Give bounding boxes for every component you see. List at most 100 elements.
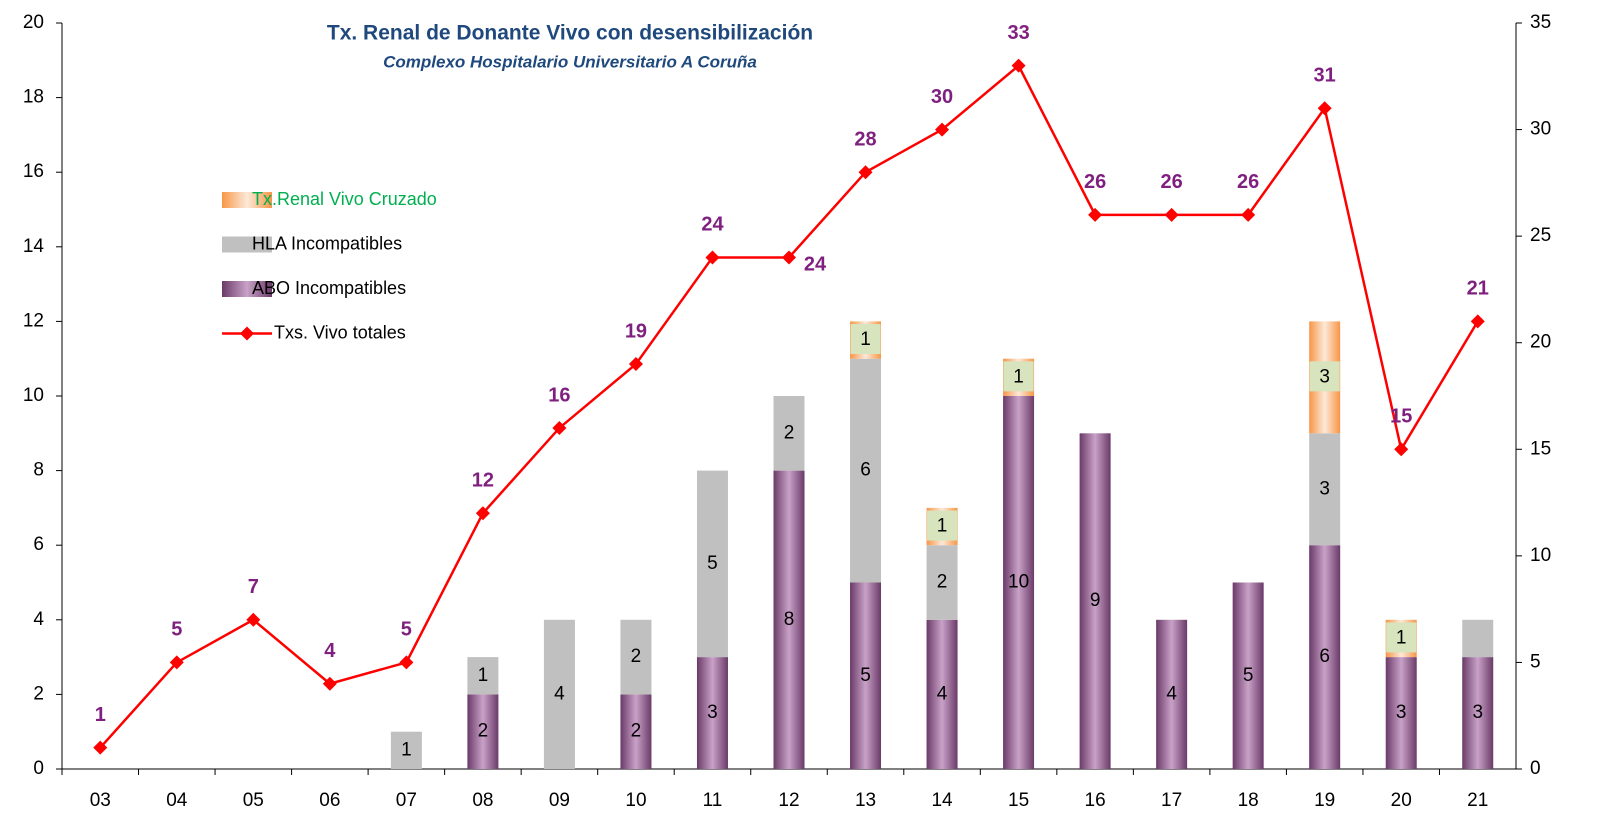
data-label: 3 (1472, 702, 1483, 723)
y-tick-label: 18 (23, 87, 44, 108)
data-label: 26 (1237, 171, 1259, 193)
marker (1317, 101, 1332, 116)
data-label: 8 (784, 609, 795, 630)
data-label: 10 (1008, 572, 1029, 593)
data-label: 28 (854, 128, 876, 150)
x-tick-label: 20 (1391, 790, 1412, 811)
y2-tick-label: 0 (1530, 758, 1541, 779)
data-label: 12 (472, 470, 494, 492)
x-tick-label: 12 (778, 790, 799, 811)
data-label: 15 (1390, 406, 1412, 428)
data-label: 3 (1319, 478, 1330, 499)
marker (858, 165, 873, 180)
bar-segment (1462, 657, 1494, 769)
bar-segment (1156, 619, 1188, 769)
y2-tick-label: 15 (1530, 438, 1551, 459)
data-label: 1 (401, 739, 412, 760)
y-tick-label: 6 (33, 534, 44, 555)
bar-segment (696, 470, 728, 658)
marker (1470, 314, 1485, 329)
data-label: 31 (1314, 65, 1336, 87)
bar-segment (620, 619, 652, 695)
marker (169, 655, 184, 670)
label-box (1386, 622, 1417, 653)
bar-segment (467, 694, 499, 769)
legend-label: Txs. Vivo totales (274, 322, 406, 342)
bar-segment (926, 545, 958, 620)
bar-segment (543, 619, 575, 769)
y-tick-label: 0 (33, 758, 44, 779)
data-label: 21 (1467, 278, 1489, 300)
bar-segment (1003, 396, 1035, 769)
data-label: 2 (631, 721, 642, 742)
y-tick-label: 2 (33, 683, 44, 704)
y-tick-label: 12 (23, 310, 44, 331)
y-tick-label: 20 (23, 12, 44, 33)
data-label: 5 (171, 619, 182, 641)
x-tick-label: 13 (855, 790, 876, 811)
legend-label: Tx.Renal Vivo Cruzado (252, 189, 437, 209)
label-box (927, 510, 958, 541)
marker (628, 357, 643, 372)
legend-swatch (222, 236, 272, 253)
bar-segment (850, 358, 882, 583)
x-tick-label: 03 (90, 790, 111, 811)
marker (475, 506, 490, 521)
y2-tick-label: 35 (1530, 12, 1551, 33)
chart-subtitle: Complexo Hospitalario Universitario A Co… (383, 52, 757, 71)
x-tick-label: 19 (1314, 790, 1335, 811)
bar-segment (1462, 619, 1494, 658)
bar-segment (926, 619, 958, 769)
data-label: 1 (1396, 627, 1407, 648)
marker (1011, 58, 1026, 73)
data-label: 24 (804, 254, 827, 276)
x-tick-label: 18 (1238, 790, 1259, 811)
data-label: 1 (478, 665, 489, 686)
data-label: 5 (401, 619, 412, 641)
x-tick-label: 11 (703, 790, 723, 811)
data-label: 4 (1166, 683, 1177, 704)
marker (399, 655, 414, 670)
data-label: 5 (1243, 665, 1254, 686)
data-label: 19 (625, 320, 647, 342)
marker (705, 250, 720, 265)
y2-tick-label: 25 (1530, 225, 1551, 246)
marker (1394, 442, 1409, 457)
data-label: 4 (554, 683, 565, 704)
y-tick-label: 10 (23, 385, 44, 406)
x-tick-label: 05 (243, 790, 264, 811)
data-label: 33 (1007, 22, 1029, 44)
bar-segment (390, 731, 422, 769)
legend-label: HLA Incompatibles (252, 233, 402, 253)
data-label: 24 (701, 214, 724, 236)
x-tick-label: 15 (1008, 790, 1029, 811)
chart-title: Tx. Renal de Donante Vivo con desensibil… (327, 22, 813, 45)
data-label: 3 (1396, 702, 1407, 723)
label-box (850, 324, 881, 355)
y-tick-label: 16 (23, 161, 44, 182)
x-tick-label: 21 (1467, 790, 1488, 811)
data-label: 26 (1084, 171, 1106, 193)
y-tick-label: 4 (33, 609, 44, 630)
x-tick-label: 08 (472, 790, 493, 811)
data-label: 26 (1161, 171, 1183, 193)
data-label: 2 (631, 646, 642, 667)
legend-label: ABO Incompatibles (252, 278, 406, 298)
data-label: 2 (937, 572, 948, 593)
marker (935, 122, 950, 137)
bar-segment (773, 470, 805, 769)
data-label: 6 (1319, 646, 1330, 667)
bar-segment (467, 657, 499, 695)
y2-tick-label: 5 (1530, 651, 1541, 672)
data-label: 3 (1319, 366, 1330, 387)
data-label: 7 (248, 576, 259, 598)
y2-tick-label: 20 (1530, 332, 1551, 353)
y2-tick-label: 30 (1530, 119, 1551, 140)
data-label: 1 (937, 516, 948, 537)
bar-segment (1309, 433, 1341, 546)
x-tick-label: 16 (1085, 790, 1106, 811)
bar-segment (773, 396, 805, 471)
data-label: 3 (707, 702, 718, 723)
data-label: 5 (707, 553, 718, 574)
x-tick-label: 04 (166, 790, 188, 811)
